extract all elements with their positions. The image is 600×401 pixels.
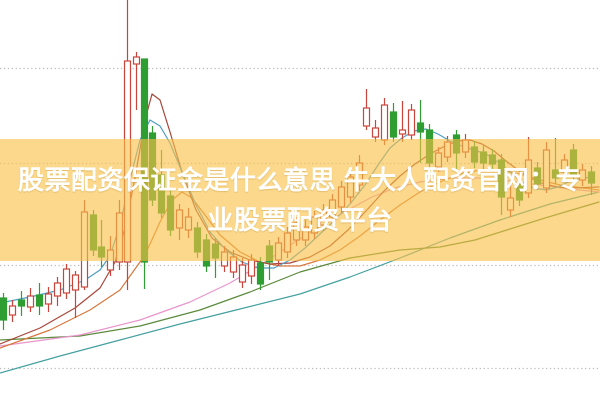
article-title: 股票配资保证金是什么意思 牛大人配资官网：专业股票配资平台 [17,165,583,235]
title-banner: 股票配资保证金是什么意思 牛大人配资官网：专业股票配资平台 [0,139,600,261]
